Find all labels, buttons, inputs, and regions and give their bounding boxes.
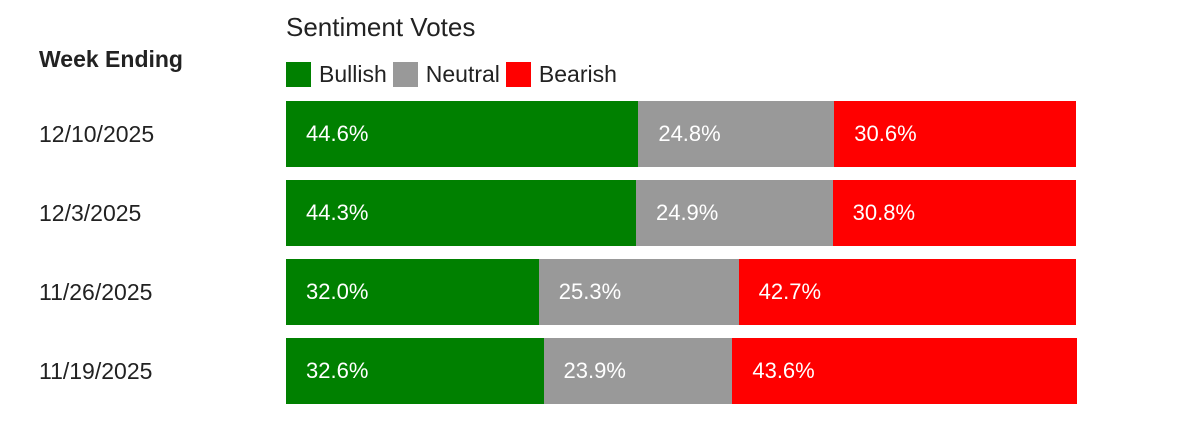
legend-swatch-bullish xyxy=(286,61,311,87)
data-label: 24.9% xyxy=(655,200,719,225)
legend-label-bullish: Bullish xyxy=(319,60,387,87)
bar-segment-neutral: 24.8% xyxy=(638,101,835,167)
bar-segment-bearish: 43.6% xyxy=(732,338,1077,404)
data-label: 25.3% xyxy=(558,279,622,304)
bar-row: 44.6% 24.8% 30.6% xyxy=(286,101,1076,167)
week-label: 11/26/2025 xyxy=(39,278,153,305)
bar-segment-bearish: 30.6% xyxy=(834,101,1076,167)
bar-segment-bullish: 32.0% xyxy=(286,259,539,325)
data-label: 32.6% xyxy=(306,358,369,383)
legend-swatch-neutral xyxy=(392,61,418,87)
week-label: 12/10/2025 xyxy=(39,120,155,147)
bar-row: 32.0% 25.3% 42.7% xyxy=(286,259,1076,325)
week-label: 12/3/2025 xyxy=(39,199,142,226)
bar-segment-neutral: 23.9% xyxy=(543,338,733,404)
data-label: 23.9% xyxy=(563,358,626,383)
bar-row: 44.3% 24.9% 30.8% xyxy=(286,180,1076,246)
bar-segment-neutral: 25.3% xyxy=(538,259,739,325)
data-label: 43.6% xyxy=(752,358,815,383)
legend-item-bearish: Bearish xyxy=(505,60,617,88)
legend-label-neutral: Neutral xyxy=(425,60,500,87)
bar-row: 32.6% 23.9% 43.6% xyxy=(286,338,1077,404)
bar-segment-bullish: 44.6% xyxy=(286,101,639,167)
legend-label-bearish: Bearish xyxy=(538,60,617,87)
chart-title: Sentiment Votes xyxy=(286,12,476,42)
bar-segment-bearish: 30.8% xyxy=(832,180,1076,246)
data-label: 24.8% xyxy=(658,121,721,146)
bar-segment-neutral: 24.9% xyxy=(635,180,833,246)
legend-item-bullish: Bullish xyxy=(286,61,387,88)
data-label: 44.6% xyxy=(306,121,369,146)
week-label: 11/19/2025 xyxy=(39,357,153,384)
week-ending-header: Week Ending xyxy=(39,46,183,72)
data-label: 42.7% xyxy=(758,279,822,304)
legend-item-neutral: Neutral xyxy=(392,60,500,88)
data-label: 30.8% xyxy=(852,200,916,225)
bar-segment-bullish: 44.3% xyxy=(286,180,636,246)
bar-segment-bearish: 42.7% xyxy=(738,259,1076,325)
data-label: 30.6% xyxy=(854,121,917,146)
legend-swatch-bearish xyxy=(505,61,531,87)
data-label: 32.0% xyxy=(306,279,369,304)
legend: Bullish Neutral Bearish xyxy=(286,58,617,90)
bar-segment-bullish: 32.6% xyxy=(286,338,544,404)
data-label: 44.3% xyxy=(306,200,369,225)
